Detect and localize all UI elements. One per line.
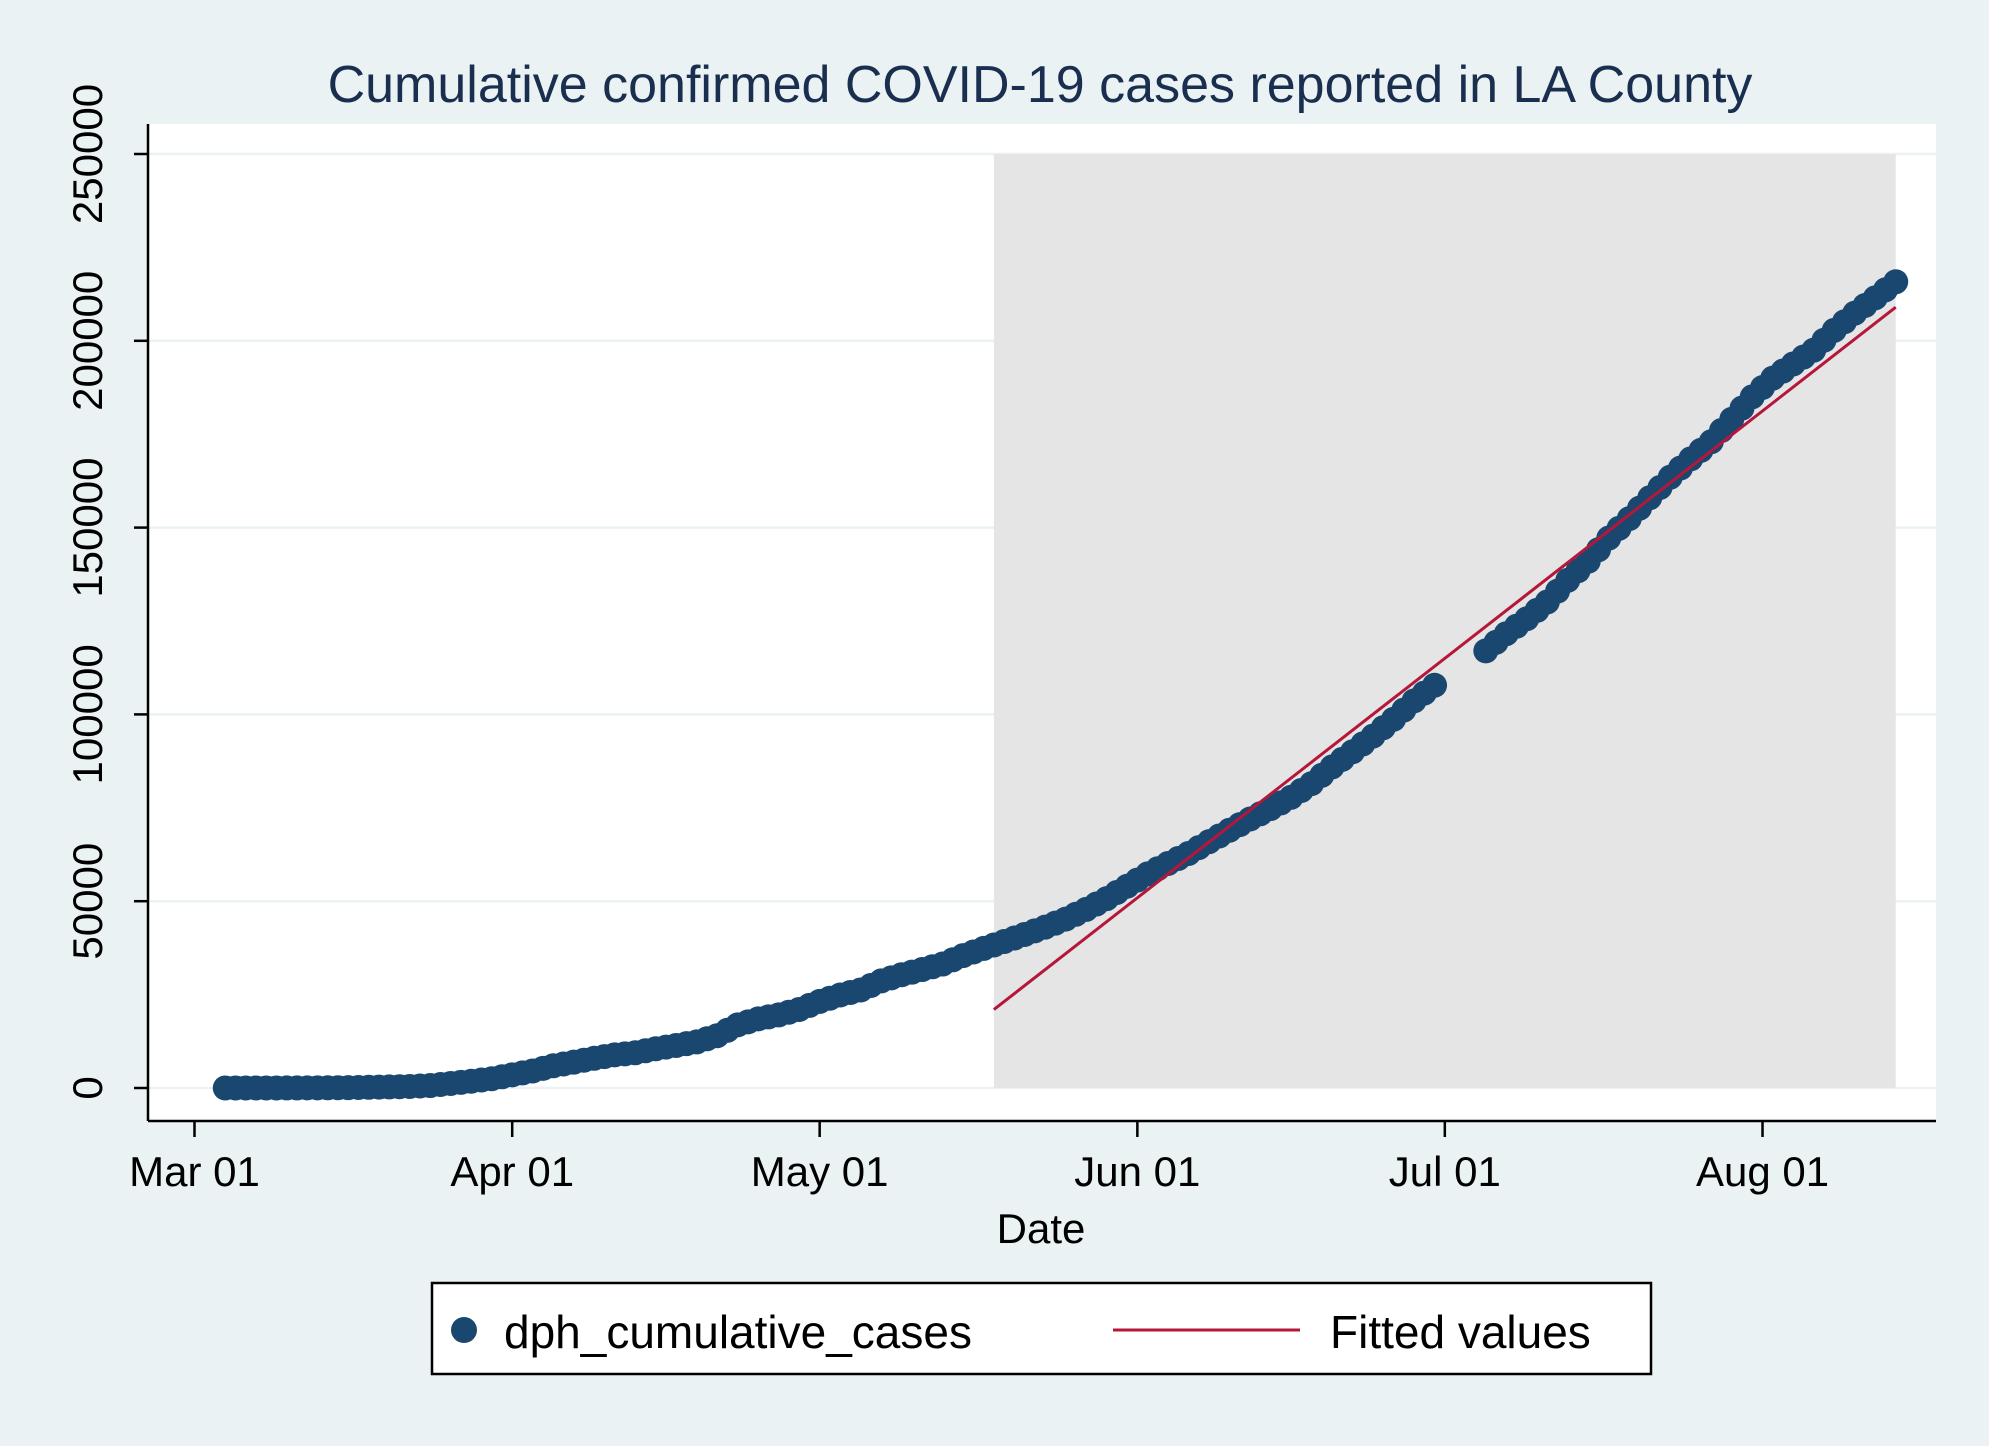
y-axis-ticks: 0 50000 100000 150000 200000 250000 xyxy=(64,84,148,1100)
legend-box xyxy=(430,1281,1653,1376)
data-point xyxy=(1422,672,1448,698)
y-tick-label: 250000 xyxy=(64,84,111,224)
x-axis-label: Date xyxy=(997,1205,1086,1252)
x-tick-label: Aug 01 xyxy=(1696,1148,1829,1195)
x-tick-label: Mar 01 xyxy=(129,1148,260,1195)
x-tick-label: Jul 01 xyxy=(1389,1148,1501,1195)
legend-marker-dots xyxy=(451,1317,477,1343)
shaded-region xyxy=(993,154,1896,1088)
x-tick-label: May 01 xyxy=(751,1148,889,1195)
x-tick-label: Apr 01 xyxy=(450,1148,574,1195)
y-tick-label: 100000 xyxy=(64,644,111,784)
y-tick-label: 50000 xyxy=(64,843,111,960)
data-point xyxy=(1883,269,1909,295)
legend-label-fitted: Fitted values xyxy=(1330,1306,1591,1358)
y-tick-label: 0 xyxy=(64,1076,111,1099)
chart-title: Cumulative confirmed COVID-19 cases repo… xyxy=(328,56,1753,114)
y-tick-label: 200000 xyxy=(64,271,111,411)
x-axis-ticks: Mar 01 Apr 01 May 01 Jun 01 Jul 01 Aug 01 xyxy=(129,1121,1829,1195)
y-tick-label: 150000 xyxy=(64,458,111,598)
fitted-line xyxy=(992,305,1897,1011)
scatter-series xyxy=(212,269,1909,1101)
x-tick-label: Jun 01 xyxy=(1074,1148,1200,1195)
legend: dph_cumulative_cases Fitted values xyxy=(430,1281,1653,1376)
legend-label-cases: dph_cumulative_cases xyxy=(504,1306,972,1358)
